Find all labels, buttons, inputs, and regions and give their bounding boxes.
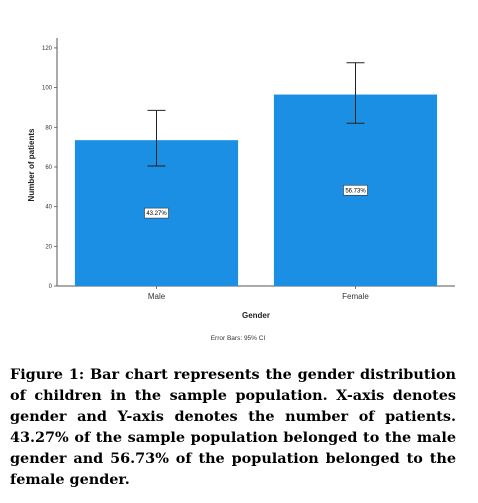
y-tick-label: 20: [45, 244, 52, 250]
y-tick-label: 40: [45, 205, 52, 211]
y-tick-label: 80: [45, 125, 52, 131]
data-label-box: [343, 184, 368, 196]
y-axis-ticks: 0 20 40 60 80 100 120: [42, 46, 57, 290]
y-tick-label: 120: [42, 46, 53, 52]
figure-caption: Figure 1: Bar chart represents the gende…: [10, 366, 456, 488]
error-bar-note: Error Bars: 95% CI: [211, 335, 266, 342]
y-tick-label: 100: [42, 86, 53, 92]
data-label: 56.73%: [345, 188, 366, 194]
y-tick-label: 60: [45, 165, 52, 171]
y-tick-label: 0: [49, 284, 53, 290]
x-category-label: Female: [342, 292, 369, 301]
bars: 43.27% 56.73%: [74, 62, 438, 286]
data-label-box: [144, 207, 169, 219]
y-axis-title: Number of patients: [27, 128, 36, 201]
x-category-label: Male: [148, 292, 166, 301]
data-label: 43.27%: [146, 211, 167, 217]
x-axis-categories: Male Female: [148, 286, 369, 301]
x-axis-title: Gender: [242, 311, 270, 320]
